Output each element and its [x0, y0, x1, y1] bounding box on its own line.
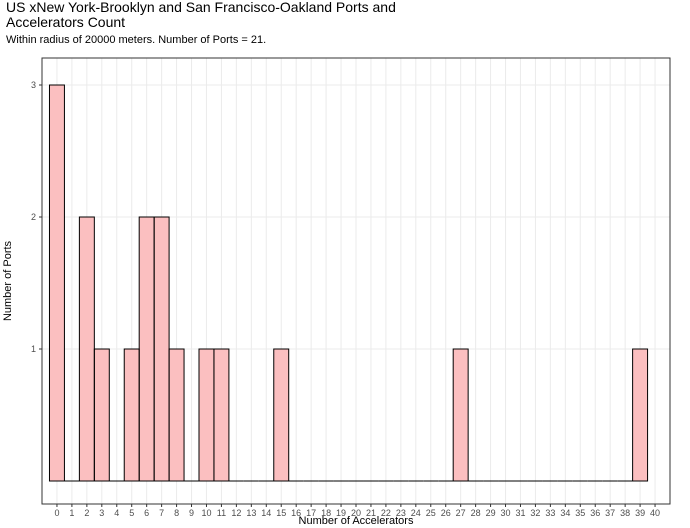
- x-tick-label: 16: [291, 508, 301, 518]
- x-tick-label: 10: [201, 508, 211, 518]
- x-tick-label: 5: [129, 508, 134, 518]
- y-tick-label: 1: [31, 344, 36, 354]
- bar-15: [273, 348, 290, 482]
- x-axis-ticks: 0 1 2 3 4 5 6 7 8 9 10 11 12 13 14 15 16 17 18 19 20 21 22 23 24…: [54, 504, 660, 518]
- y-tick-label: 2: [31, 212, 36, 222]
- x-tick-label: 23: [396, 508, 406, 518]
- y-tick-label: 3: [31, 80, 36, 90]
- bar-8: [168, 348, 185, 482]
- x-axis-title: Number of Accelerators: [299, 515, 414, 527]
- x-tick-label: 15: [276, 508, 286, 518]
- x-tick-label: 30: [501, 508, 511, 518]
- x-tick-label: 28: [471, 508, 481, 518]
- x-tick-label: 32: [530, 508, 540, 518]
- x-tick-label: 3: [99, 508, 104, 518]
- x-tick-label: 1: [69, 508, 74, 518]
- x-tick-label: 31: [515, 508, 525, 518]
- bar-27: [452, 348, 469, 482]
- x-tick-label: 38: [620, 508, 630, 518]
- x-tick-label: 7: [159, 508, 164, 518]
- x-tick-label: 18: [321, 508, 331, 518]
- chart-subtitle: Within radius of 20000 meters. Number of…: [6, 34, 267, 46]
- x-tick-label: 12: [231, 508, 241, 518]
- x-tick-label: 27: [456, 508, 466, 518]
- x-tick-label: 17: [306, 508, 316, 518]
- x-tick-label: 4: [114, 508, 119, 518]
- x-tick-label: 22: [381, 508, 391, 518]
- y-axis-title: Number of Ports: [2, 240, 14, 321]
- x-tick-label: 37: [605, 508, 615, 518]
- x-tick-label: 20: [351, 508, 361, 518]
- x-tick-label: 33: [545, 508, 555, 518]
- x-tick-label: 19: [336, 508, 346, 518]
- x-tick-label: 29: [486, 508, 496, 518]
- x-tick-label: 25: [426, 508, 436, 518]
- x-tick-label: 6: [144, 508, 149, 518]
- y-axis-ticks: 1 2 3: [31, 80, 42, 354]
- chart-title: US xNew York-Brooklyn and San Francisco-…: [6, 0, 396, 30]
- bars: [48, 84, 649, 482]
- x-tick-label: 26: [441, 508, 451, 518]
- x-tick-label: 11: [217, 508, 226, 518]
- x-tick-label: 14: [261, 508, 271, 518]
- bar-11: [213, 348, 230, 482]
- x-tick-label: 9: [189, 508, 194, 518]
- bar-39: [632, 348, 649, 482]
- bar-0: [48, 84, 65, 482]
- x-tick-label: 0: [54, 508, 59, 518]
- x-tick-label: 24: [411, 508, 421, 518]
- x-tick-label: 2: [84, 508, 89, 518]
- bar-3: [93, 348, 110, 482]
- x-tick-label: 36: [590, 508, 600, 518]
- x-tick-label: 40: [650, 508, 660, 518]
- x-tick-label: 8: [174, 508, 179, 518]
- x-tick-label: 13: [246, 508, 256, 518]
- x-tick-label: 39: [635, 508, 645, 518]
- x-tick-label: 34: [560, 508, 570, 518]
- x-tick-label: 21: [366, 508, 376, 518]
- x-tick-label: 35: [575, 508, 585, 518]
